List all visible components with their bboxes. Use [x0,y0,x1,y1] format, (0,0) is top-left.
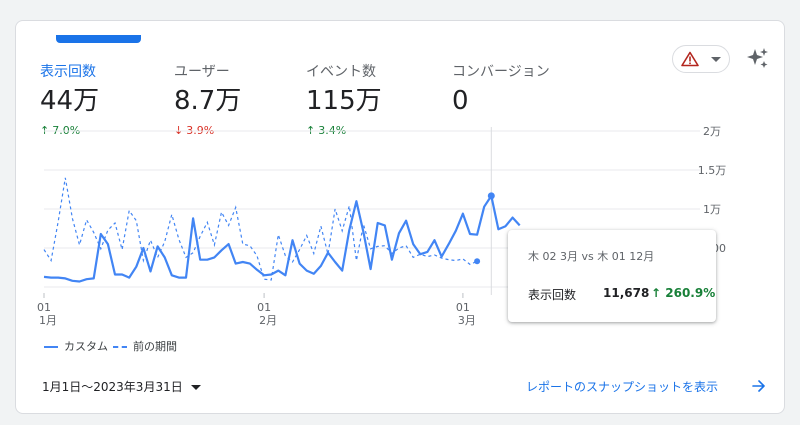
x-tick-day: 01 [456,301,470,314]
metric-value: 115万 [306,86,382,116]
series-line-previous [43,177,478,281]
date-range-label: 1月1日〜2023年3月31日 [42,380,183,394]
view-report-snapshot-link[interactable]: レポートのスナップショットを表示 [526,380,719,394]
legend-label: 前の期間 [133,340,177,353]
arrow-right-icon[interactable] [752,380,766,392]
y-tick-label: 1万 [703,203,721,216]
tooltip-title: 木 02 3月 vs 木 01 12月 [528,250,655,263]
x-tick-day: 01 [257,301,271,314]
active-tab-indicator [56,35,141,43]
legend-swatch [113,346,127,348]
legend-swatch [44,346,58,348]
tooltip-metric: 表示回数 [528,288,577,302]
tooltip-value: 11,678 [603,286,650,300]
tooltip-change: ↑ 260.9% [651,286,715,300]
chart-tooltip: 木 02 3月 vs 木 01 12月 表示回数 11,678 ↑ 260.9% [508,230,716,322]
arrow-up-icon: ↑ [651,286,662,300]
metric-label: コンバージョン [452,64,550,80]
legend-item-current: カスタム [44,338,108,354]
metric-label: ユーザー [174,64,230,80]
date-range-selector[interactable]: 1月1日〜2023年3月31日 [42,378,201,395]
metric-label: イベント数 [306,64,376,80]
legend-label: カスタム [64,340,108,353]
chevron-down-icon [711,57,721,62]
warning-icon [681,51,699,67]
series-line-current [43,194,521,283]
metric-tab-conversions[interactable]: コンバージョン 0 - [452,63,550,138]
metric-label: 表示回数 [40,64,96,80]
hover-point-previous [474,258,481,265]
y-tick-label: 1.5万 [698,164,727,177]
x-tick-month: 3月 [458,314,476,327]
metric-value: 44万 [40,86,100,116]
y-tick-label: 2万 [703,125,721,138]
x-tick-month: 1月 [39,314,57,327]
x-tick-day: 01 [37,301,51,314]
metric-value: 8.7万 [174,86,242,116]
x-tick-month: 2月 [259,314,277,327]
chevron-down-icon [190,385,201,390]
sparkle-icon[interactable] [746,46,770,70]
legend-item-previous: 前の期間 [113,338,177,354]
tooltip-change-value: 260.9% [665,286,716,300]
metric-value: 0 [452,86,469,116]
hover-point-current [487,192,495,200]
data-quality-dropdown[interactable] [672,45,730,73]
